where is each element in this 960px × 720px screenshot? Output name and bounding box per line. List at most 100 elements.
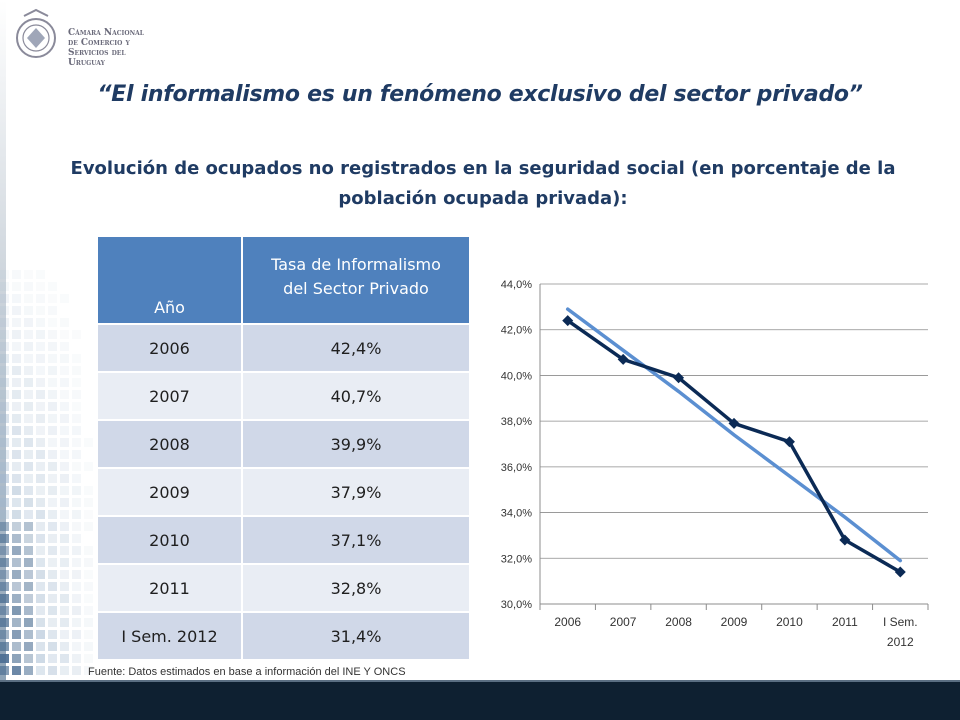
decorative-square <box>72 522 81 531</box>
decorative-square <box>36 450 45 459</box>
decorative-square <box>48 450 57 459</box>
table-row: 2011 32,8% <box>98 563 469 611</box>
decorative-square <box>60 330 69 339</box>
y-tick-label: 30,0% <box>501 599 532 611</box>
decorative-square <box>36 462 45 471</box>
decorative-square <box>72 558 81 567</box>
decorative-square <box>60 378 69 387</box>
decorative-square-pattern <box>0 270 93 675</box>
chamber-logo: Cámara Nacional de Comercio y Servicios … <box>14 8 154 74</box>
decorative-square <box>84 498 93 507</box>
y-tick-label: 40,0% <box>501 370 532 382</box>
decorative-square <box>12 510 21 519</box>
decorative-square <box>48 294 57 303</box>
decorative-square <box>48 570 57 579</box>
decorative-square <box>24 354 33 363</box>
decorative-square <box>48 318 57 327</box>
cell-year: 2009 <box>98 467 243 515</box>
decorative-square <box>12 438 21 447</box>
decorative-square <box>36 510 45 519</box>
decorative-square <box>0 318 9 327</box>
decorative-square <box>60 570 69 579</box>
decorative-square <box>12 270 21 279</box>
decorative-square <box>48 426 57 435</box>
decorative-square <box>48 594 57 603</box>
decorative-square <box>12 402 21 411</box>
decorative-square <box>72 438 81 447</box>
decorative-square <box>60 294 69 303</box>
cell-rate: 37,9% <box>243 467 469 515</box>
decorative-square <box>60 666 69 675</box>
decorative-square <box>48 378 57 387</box>
decorative-square <box>12 570 21 579</box>
decorative-square <box>36 666 45 675</box>
decorative-square <box>0 642 9 651</box>
decorative-square <box>24 318 33 327</box>
decorative-square <box>36 390 45 399</box>
y-tick-label: 42,0% <box>501 325 532 337</box>
decorative-square <box>72 510 81 519</box>
data-point-marker <box>839 534 851 546</box>
decorative-square <box>0 330 9 339</box>
decorative-square <box>36 582 45 591</box>
decorative-square <box>0 498 9 507</box>
decorative-square <box>48 486 57 495</box>
decorative-square <box>0 582 9 591</box>
decorative-square <box>0 294 9 303</box>
decorative-square <box>24 426 33 435</box>
decorative-square <box>36 354 45 363</box>
decorative-square <box>48 666 57 675</box>
decorative-square <box>0 558 9 567</box>
decorative-square <box>84 510 93 519</box>
decorative-square <box>60 474 69 483</box>
decorative-square <box>36 594 45 603</box>
decorative-square <box>60 450 69 459</box>
decorative-square <box>36 366 45 375</box>
decorative-square <box>48 438 57 447</box>
decorative-square <box>0 342 9 351</box>
decorative-square <box>24 402 33 411</box>
cell-year: I Sem. 2012 <box>98 611 243 659</box>
decorative-square <box>72 402 81 411</box>
y-tick-label: 36,0% <box>501 462 532 474</box>
decorative-square <box>12 606 21 615</box>
decorative-square <box>12 486 21 495</box>
decorative-square <box>60 498 69 507</box>
decorative-square <box>0 426 9 435</box>
decorative-square <box>48 306 57 315</box>
decorative-square <box>60 594 69 603</box>
decorative-square <box>36 606 45 615</box>
decorative-square <box>0 510 9 519</box>
decorative-square <box>24 630 33 639</box>
slide-title: “El informalismo es un fenómeno exclusiv… <box>97 82 863 107</box>
logo-text: Cámara Nacional de Comercio y Servicios … <box>68 28 144 68</box>
decorative-square <box>60 486 69 495</box>
decorative-square <box>60 606 69 615</box>
decorative-square <box>84 666 93 675</box>
decorative-square <box>48 630 57 639</box>
decorative-square <box>72 582 81 591</box>
table-row: 2007 40,7% <box>98 371 469 419</box>
decorative-square <box>72 606 81 615</box>
header-rate-line-2: del Sector Privado <box>283 279 429 298</box>
decorative-square <box>24 282 33 291</box>
decorative-square <box>48 366 57 375</box>
cell-year: 2007 <box>98 371 243 419</box>
decorative-square <box>72 546 81 555</box>
header-rate: Tasa de Informalismo del Sector Privado <box>243 237 469 323</box>
decorative-square <box>24 270 33 279</box>
y-tick-label: 38,0% <box>501 416 532 428</box>
decorative-square <box>0 402 9 411</box>
decorative-square <box>36 426 45 435</box>
table-header-row: Año Tasa de Informalismo del Sector Priv… <box>98 237 469 323</box>
decorative-square <box>60 414 69 423</box>
data-point-marker <box>894 566 906 578</box>
slide-subtitle: Evolución de ocupados no registrados en … <box>28 154 938 214</box>
decorative-square <box>84 654 93 663</box>
cell-year: 2008 <box>98 419 243 467</box>
decorative-square <box>48 414 57 423</box>
cell-rate: 37,1% <box>243 515 469 563</box>
decorative-square <box>72 666 81 675</box>
cell-rate: 39,9% <box>243 419 469 467</box>
informality-table: Año Tasa de Informalismo del Sector Priv… <box>98 237 469 659</box>
